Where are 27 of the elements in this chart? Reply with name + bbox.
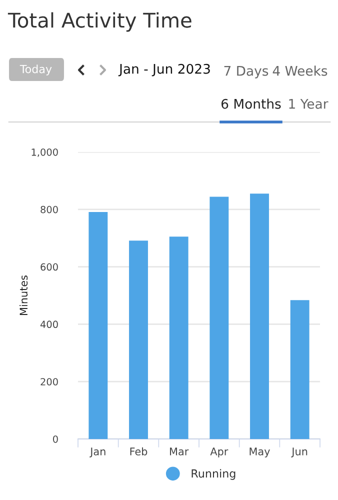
text: 4 Weeks [272, 66, 328, 76]
legend-label: Running [192, 469, 236, 480]
x-tick-label: May [250, 448, 270, 458]
bar [169, 236, 188, 439]
y-tick-label: 0 [53, 435, 58, 443]
bar [210, 196, 229, 439]
bar [129, 240, 148, 439]
text: Today [20, 64, 52, 76]
x-tick-label: Feb [130, 447, 148, 456]
y-tick-label: 200 [40, 378, 58, 386]
x-tick-label: Jan [90, 448, 106, 458]
chart-title: Total Activity Time [8, 12, 192, 32]
y-tick-label: 400 [40, 320, 58, 328]
x-tick-label: Apr [210, 448, 228, 458]
x-tick-label: Mar [170, 448, 189, 456]
y-axis-title: Minutes [20, 276, 28, 315]
text: 6 Months [222, 98, 281, 109]
bar [290, 300, 310, 439]
bar [88, 212, 108, 439]
chart-subtitle: Jan - Jun 2023 [118, 64, 210, 76]
x-tick-label: Jun [291, 448, 308, 458]
y-tick-label: 800 [40, 206, 58, 214]
text: 7 Days [224, 66, 268, 78]
y-tick-label: 1,000 [32, 148, 58, 157]
text: 1 Year [289, 99, 328, 109]
y-tick-label: 600 [40, 263, 58, 271]
bar [250, 194, 269, 439]
